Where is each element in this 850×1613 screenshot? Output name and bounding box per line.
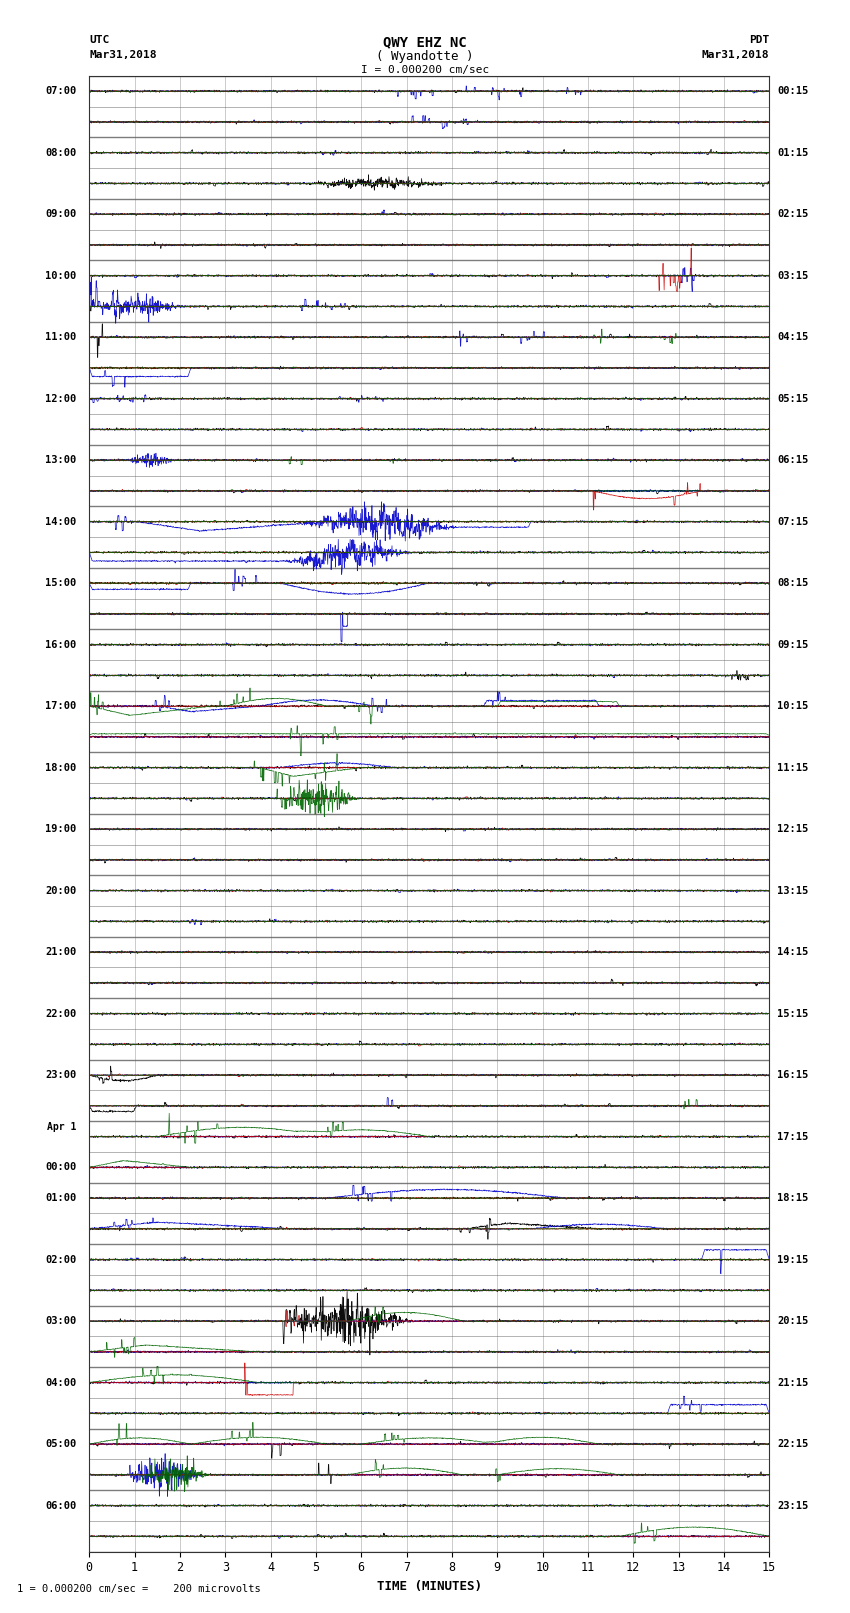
Text: 05:15: 05:15 bbox=[778, 394, 808, 403]
Text: 15:00: 15:00 bbox=[45, 577, 76, 589]
Text: 04:00: 04:00 bbox=[45, 1378, 76, 1387]
Text: 04:15: 04:15 bbox=[778, 332, 808, 342]
Text: 08:15: 08:15 bbox=[778, 577, 808, 589]
Text: 19:00: 19:00 bbox=[45, 824, 76, 834]
Text: 02:00: 02:00 bbox=[45, 1255, 76, 1265]
Text: 17:00: 17:00 bbox=[45, 702, 76, 711]
Text: 00:00: 00:00 bbox=[45, 1163, 76, 1173]
Text: 06:15: 06:15 bbox=[778, 455, 808, 465]
Text: Mar31,2018: Mar31,2018 bbox=[89, 50, 156, 60]
Text: 21:00: 21:00 bbox=[45, 947, 76, 957]
Text: Mar31,2018: Mar31,2018 bbox=[702, 50, 769, 60]
Text: 09:15: 09:15 bbox=[778, 640, 808, 650]
Text: 22:00: 22:00 bbox=[45, 1008, 76, 1019]
Text: 23:00: 23:00 bbox=[45, 1069, 76, 1081]
Text: 07:15: 07:15 bbox=[778, 516, 808, 527]
Text: 03:00: 03:00 bbox=[45, 1316, 76, 1326]
Text: 12:00: 12:00 bbox=[45, 394, 76, 403]
Text: 1 = 0.000200 cm/sec =    200 microvolts: 1 = 0.000200 cm/sec = 200 microvolts bbox=[17, 1584, 261, 1594]
Text: 18:00: 18:00 bbox=[45, 763, 76, 773]
Text: 10:15: 10:15 bbox=[778, 702, 808, 711]
Text: 01:00: 01:00 bbox=[45, 1194, 76, 1203]
Text: 14:00: 14:00 bbox=[45, 516, 76, 527]
Text: 00:15: 00:15 bbox=[778, 85, 808, 97]
Text: 10:00: 10:00 bbox=[45, 271, 76, 281]
Text: QWY EHZ NC: QWY EHZ NC bbox=[383, 35, 467, 50]
Text: 09:00: 09:00 bbox=[45, 210, 76, 219]
Text: UTC: UTC bbox=[89, 35, 110, 45]
Text: 12:15: 12:15 bbox=[778, 824, 808, 834]
Text: 15:15: 15:15 bbox=[778, 1008, 808, 1019]
Text: ( Wyandotte ): ( Wyandotte ) bbox=[377, 50, 473, 63]
Text: 13:00: 13:00 bbox=[45, 455, 76, 465]
Text: 14:15: 14:15 bbox=[778, 947, 808, 957]
Text: 21:15: 21:15 bbox=[778, 1378, 808, 1387]
Text: PDT: PDT bbox=[749, 35, 769, 45]
Text: Apr 1: Apr 1 bbox=[48, 1123, 76, 1132]
Text: 03:15: 03:15 bbox=[778, 271, 808, 281]
Text: 22:15: 22:15 bbox=[778, 1439, 808, 1448]
Text: 05:00: 05:00 bbox=[45, 1439, 76, 1448]
Text: 16:15: 16:15 bbox=[778, 1069, 808, 1081]
Text: 11:00: 11:00 bbox=[45, 332, 76, 342]
Text: 20:00: 20:00 bbox=[45, 886, 76, 895]
Text: 20:15: 20:15 bbox=[778, 1316, 808, 1326]
Text: 11:15: 11:15 bbox=[778, 763, 808, 773]
Text: 02:15: 02:15 bbox=[778, 210, 808, 219]
Text: 07:00: 07:00 bbox=[45, 85, 76, 97]
Text: 19:15: 19:15 bbox=[778, 1255, 808, 1265]
X-axis label: TIME (MINUTES): TIME (MINUTES) bbox=[377, 1581, 482, 1594]
Text: 23:15: 23:15 bbox=[778, 1500, 808, 1511]
Text: 17:15: 17:15 bbox=[778, 1132, 808, 1142]
Text: 13:15: 13:15 bbox=[778, 886, 808, 895]
Text: I = 0.000200 cm/sec: I = 0.000200 cm/sec bbox=[361, 65, 489, 74]
Text: 18:15: 18:15 bbox=[778, 1194, 808, 1203]
Text: 06:00: 06:00 bbox=[45, 1500, 76, 1511]
Text: 08:00: 08:00 bbox=[45, 148, 76, 158]
Text: 01:15: 01:15 bbox=[778, 148, 808, 158]
Text: 16:00: 16:00 bbox=[45, 640, 76, 650]
